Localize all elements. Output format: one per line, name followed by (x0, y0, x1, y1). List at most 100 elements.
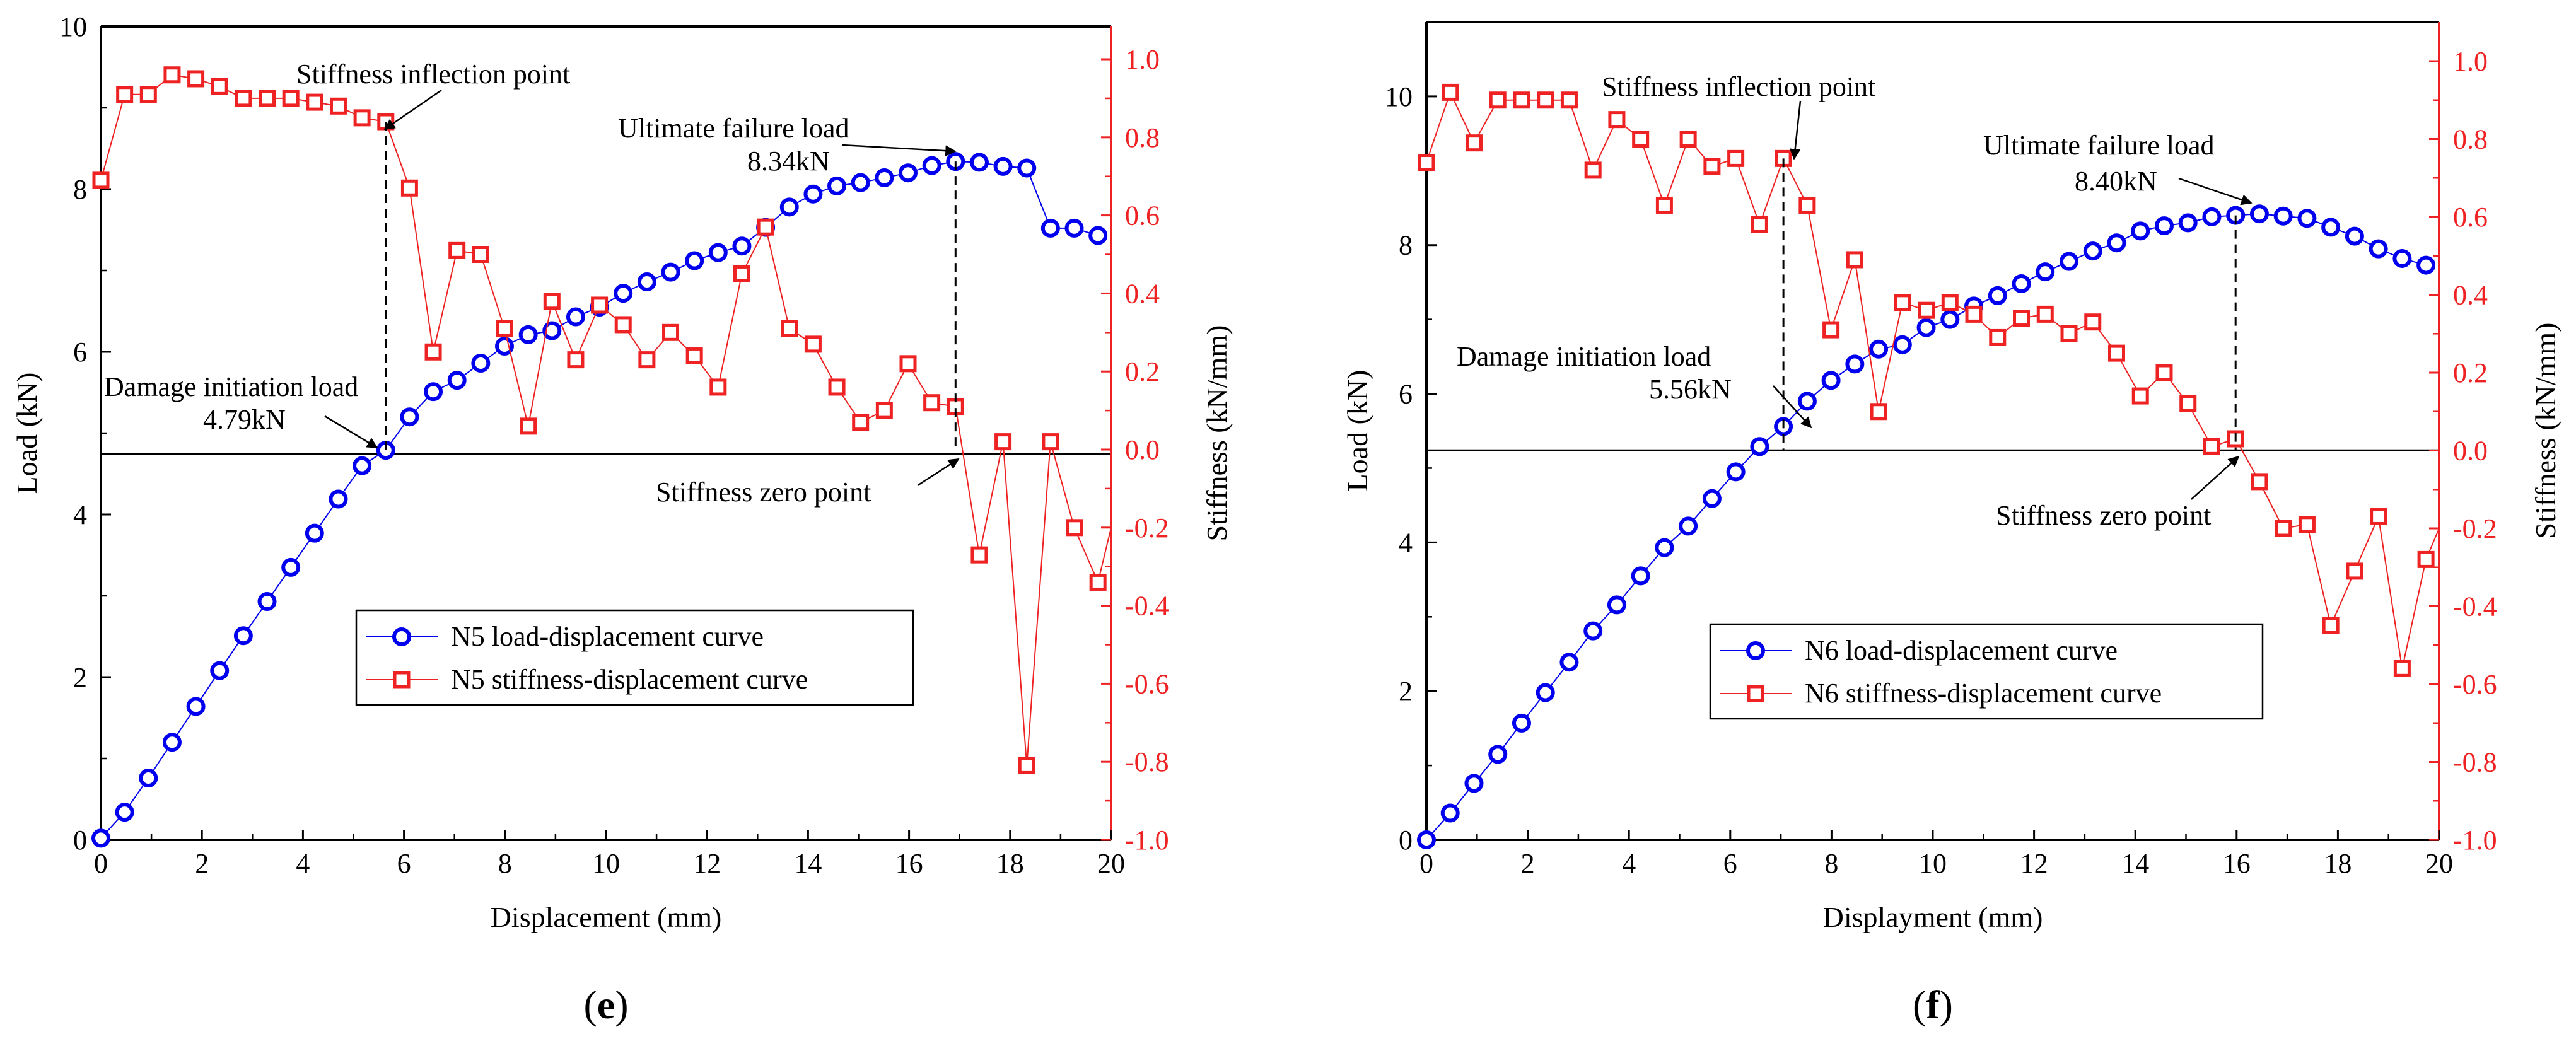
load-point (2392, 248, 2412, 268)
stiffness-point (2346, 562, 2363, 580)
x-tick-label: 12 (693, 848, 721, 879)
stiffness-point (2417, 550, 2435, 568)
x-tick-label: 12 (2020, 848, 2048, 879)
stiffness-point (2036, 305, 2054, 323)
load-point (1040, 218, 1060, 238)
stiffness-point (1513, 91, 1530, 109)
x-tick-label: 0 (94, 848, 108, 879)
stiffness-point (923, 394, 941, 412)
stiffness-point (1066, 519, 1083, 537)
stiffness-point (1608, 111, 1626, 129)
stiffness-point (1465, 134, 1483, 152)
load-point (2321, 218, 2341, 237)
axis-ticks: 0 2 4 6 8 10 12 14 16 18 20 0 2 4 6 8 10 -1.0 -0.8 -0.6 -0.4… (59, 11, 1169, 879)
stiffness-point (1018, 757, 1035, 774)
legend-marker-load (392, 627, 411, 646)
load-point (2202, 207, 2222, 226)
y2-axis-label: Stiffness (kN/mm) (2529, 323, 2561, 539)
stiffness-point (353, 109, 371, 127)
y-tick-label: 2 (73, 662, 87, 693)
stiffness-point (235, 90, 252, 107)
load-point (1726, 462, 1746, 482)
annotations: Stiffness inflection point Ultimate fail… (1457, 71, 2253, 531)
x-tick-label: 4 (1622, 848, 1636, 879)
damage-label: Damage initiation load (1457, 341, 1711, 372)
stiffness-point (1584, 161, 1602, 179)
load-point (2273, 206, 2293, 226)
stiffness-point (259, 90, 276, 107)
stiffness-point (1089, 573, 1107, 591)
stiffness-point (1679, 131, 1697, 148)
x-tick-label: 6 (1723, 848, 1737, 879)
load-point (1988, 286, 2007, 305)
legend-marker-load (1746, 641, 1765, 660)
inflection-arrow (1790, 100, 1802, 160)
load-point (305, 523, 324, 543)
load-point (661, 262, 680, 282)
zero-label: Stiffness zero point (656, 477, 871, 508)
stiffness-point (472, 246, 489, 263)
load-point (281, 557, 301, 577)
stiffness-point (638, 351, 656, 369)
ultimate-label: Ultimate failure load (1983, 130, 2215, 161)
stiffness-point (1870, 403, 1887, 421)
stiffness-point (1918, 301, 1935, 319)
y2-axis-label: Stiffness (kN/mm) (1201, 325, 1233, 542)
stiffness-point (306, 93, 323, 111)
x-tick-label: 2 (1521, 848, 1535, 879)
y2-tick-label: 0.8 (1125, 122, 1160, 153)
load-point (1464, 774, 1484, 793)
x-tick-label: 14 (794, 848, 822, 879)
x-tick-label: 18 (996, 848, 1024, 879)
load-point (139, 768, 158, 787)
x-tick-label: 0 (1419, 848, 1433, 879)
y2-tick-label: 1.0 (2453, 46, 2488, 77)
y-tick-label: 10 (59, 11, 87, 42)
stiffness-point (1989, 328, 2007, 346)
load-point (1679, 516, 1698, 536)
y2-tick-label: 0.0 (2453, 436, 2488, 467)
load-point (1845, 354, 1865, 374)
x-tick-label: 14 (2121, 848, 2149, 879)
stiffness-point (1846, 251, 1863, 269)
x-axis-label: Displayment (mm) (1823, 901, 2043, 933)
y2-tick-label: 0.8 (2453, 124, 2488, 155)
stiffness-point (496, 320, 513, 337)
load-point (518, 325, 538, 344)
stiffness-point (733, 265, 750, 282)
load-point (1797, 392, 1817, 411)
stiffness-point (662, 323, 680, 341)
stiffness-point (543, 293, 561, 310)
load-point (2297, 209, 2317, 228)
y2-tick-label: 0.4 (1125, 278, 1160, 309)
load-point (210, 661, 230, 680)
load-point (233, 626, 253, 646)
load-point (1892, 335, 1912, 354)
ultimate-arrow (2178, 177, 2253, 206)
y2-tick-label: -0.6 (2453, 669, 2497, 700)
inflection-label: Stiffness inflection point (296, 59, 570, 90)
x-tick-label: 20 (1097, 848, 1125, 879)
load-point (614, 284, 633, 303)
annotations: Stiffness inflection point Ultimate fail… (104, 59, 960, 508)
stiffness-point (92, 171, 110, 189)
stiffness-point (211, 78, 228, 95)
damage-value: 4.79kN (203, 404, 286, 435)
stiffness-point (994, 433, 1012, 451)
x-tick-label: 18 (2324, 848, 2352, 879)
ultimate-arrow (841, 144, 957, 156)
load-point (91, 828, 110, 848)
stiffness-point (400, 179, 418, 197)
x-tick-label: 16 (2223, 848, 2251, 879)
y2-tick-label: 0.6 (2453, 202, 2488, 233)
load-point (2060, 252, 2079, 271)
stiffness-line (1426, 90, 2440, 669)
inflection-arrow (383, 89, 442, 131)
y2-tick-label: 0.4 (2453, 280, 2488, 311)
load-point (969, 153, 989, 172)
stiffness-point (781, 320, 798, 337)
load-point (115, 803, 134, 822)
y-tick-label: 10 (1385, 81, 1413, 112)
x-tick-label: 10 (1919, 848, 1947, 879)
load-point (1583, 621, 1603, 641)
